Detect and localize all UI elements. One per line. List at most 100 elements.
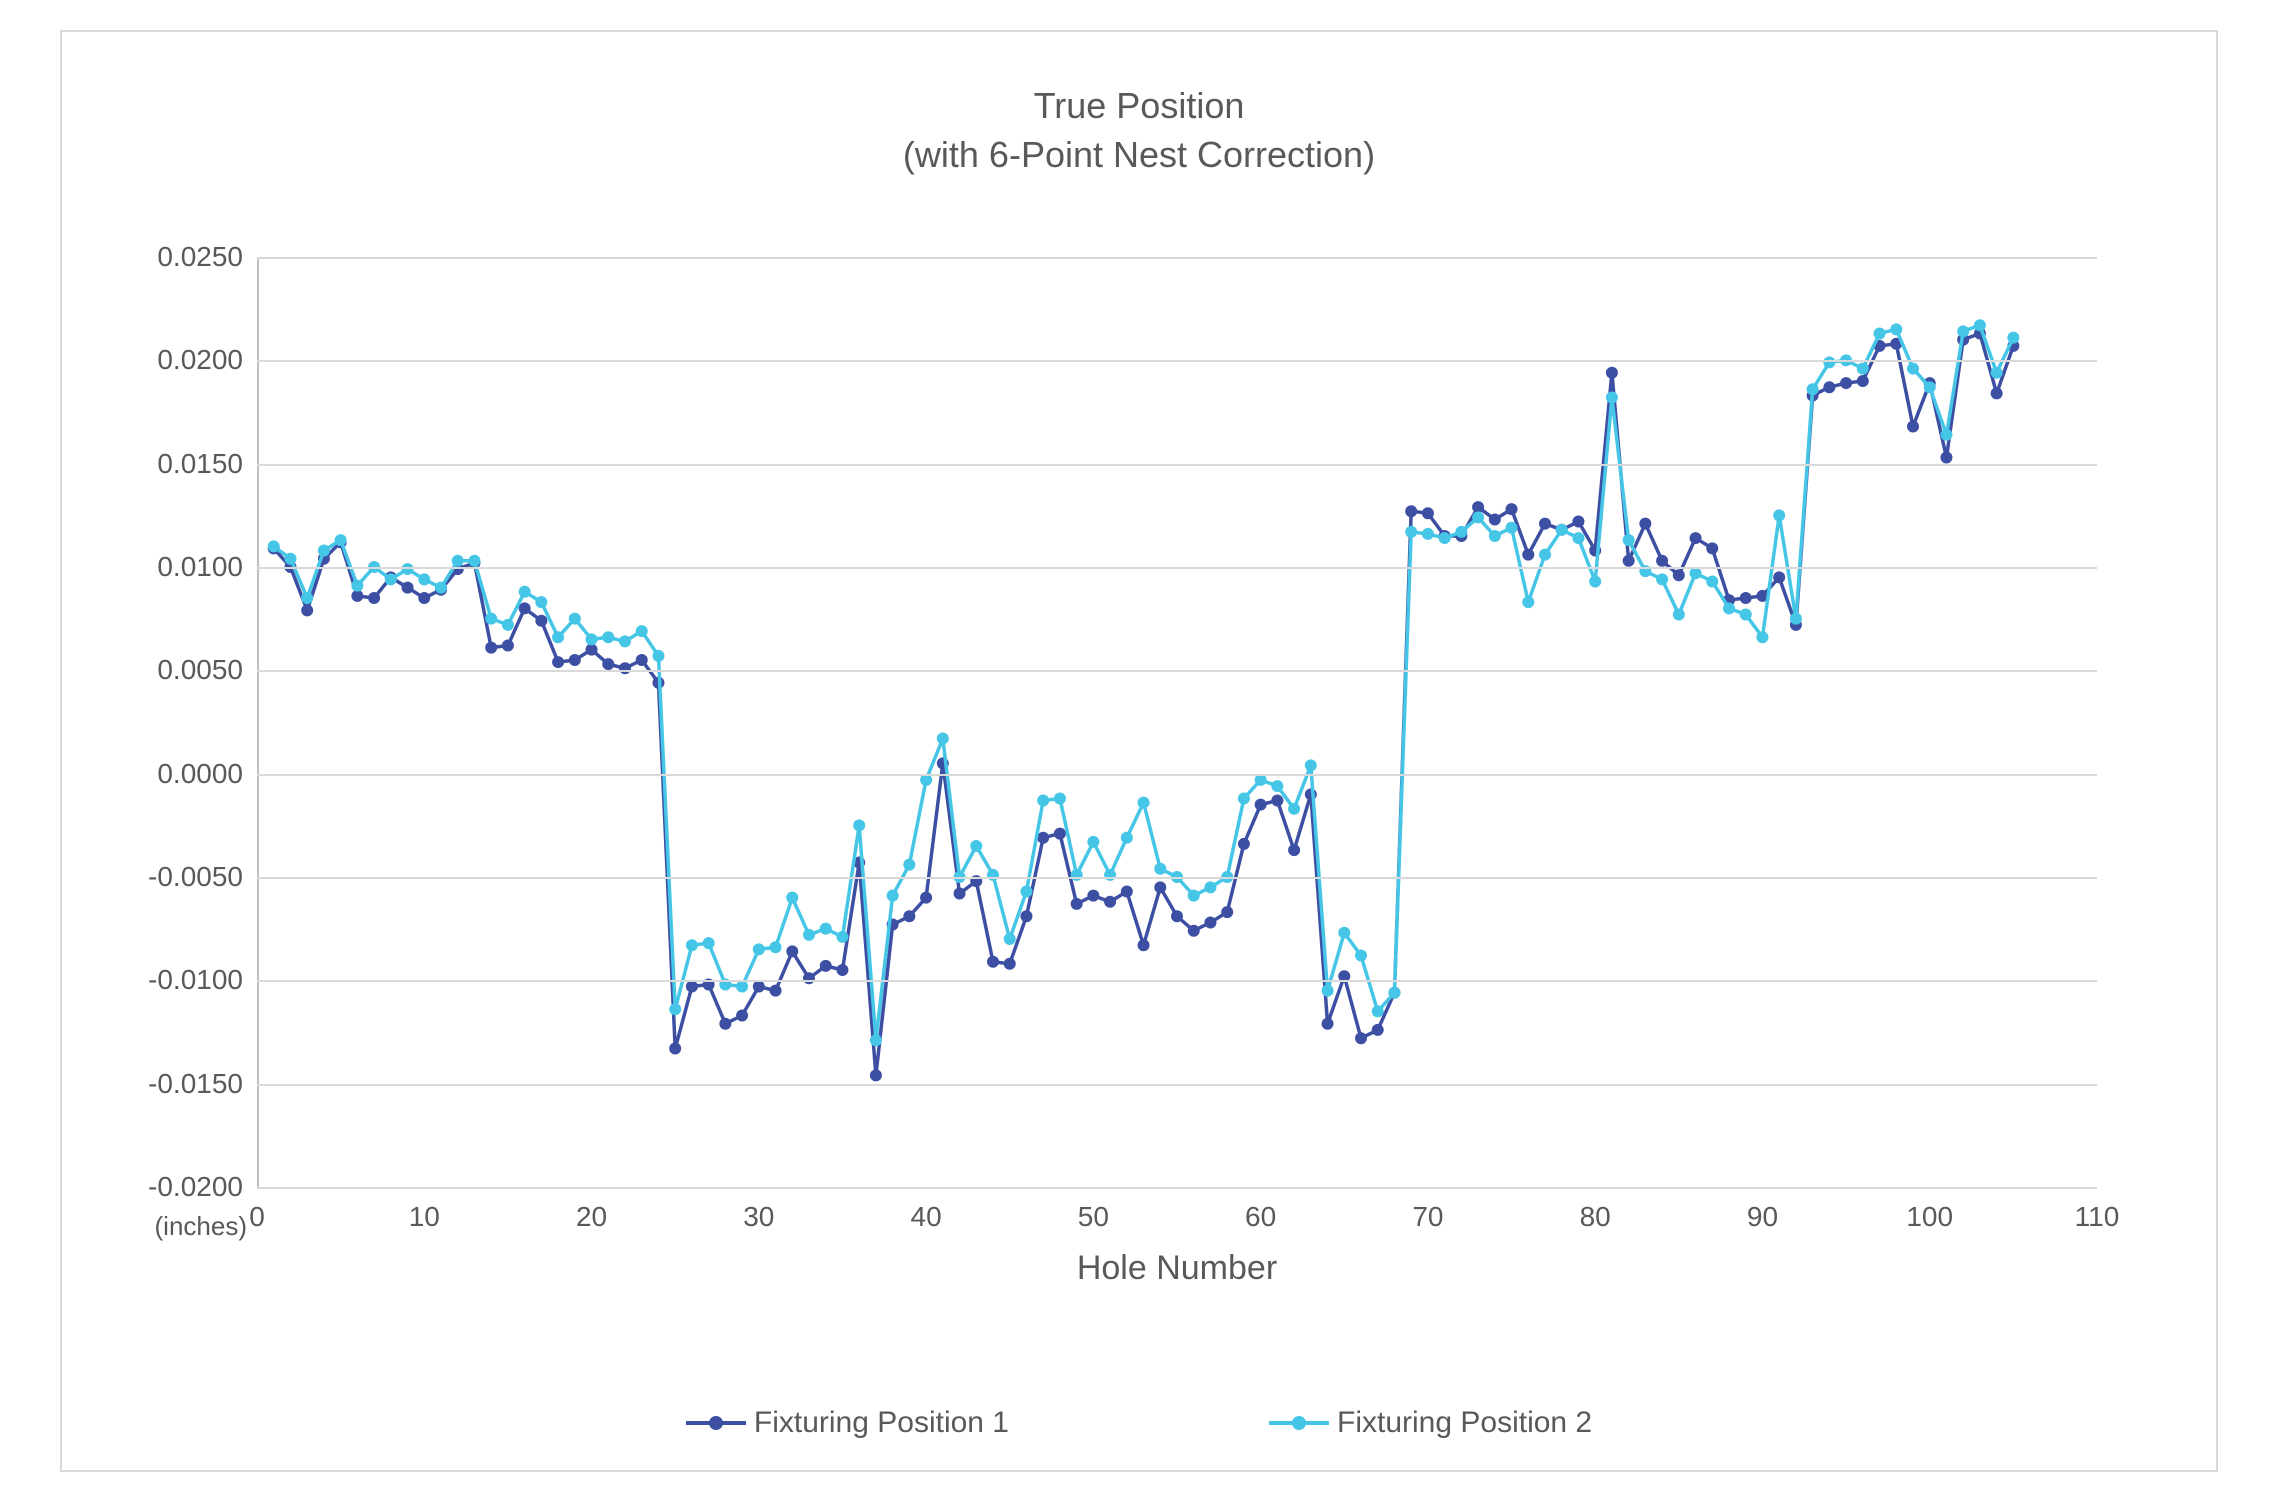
series-marker — [1639, 518, 1651, 530]
legend-dot-icon — [709, 1416, 723, 1430]
series-marker — [2007, 332, 2019, 344]
series-marker — [1773, 571, 1785, 583]
series-marker — [836, 931, 848, 943]
series-marker — [636, 654, 648, 666]
series-marker — [586, 644, 598, 656]
gridline — [257, 1084, 2097, 1086]
series-marker — [569, 654, 581, 666]
series-marker — [987, 869, 999, 881]
series-marker — [1355, 950, 1367, 962]
series-marker — [1773, 509, 1785, 521]
x-tick-label: 100 — [1906, 1201, 1953, 1233]
series-marker — [652, 650, 664, 662]
series-marker — [284, 553, 296, 565]
series-marker — [1455, 526, 1467, 538]
legend-item-series-2: Fixturing Position 2 — [1269, 1406, 1592, 1440]
series-marker — [1288, 844, 1300, 856]
series-marker — [452, 555, 464, 567]
series-marker — [1940, 429, 1952, 441]
series-marker — [1907, 420, 1919, 432]
gridline — [257, 567, 2097, 569]
x-tick-label: 70 — [1412, 1201, 1443, 1233]
series-marker — [970, 840, 982, 852]
series-marker — [1673, 609, 1685, 621]
series-marker — [1422, 528, 1434, 540]
series-marker — [870, 1034, 882, 1046]
series-marker — [820, 960, 832, 972]
series-marker — [1974, 319, 1986, 331]
gridline — [257, 257, 2097, 259]
series-marker — [468, 555, 480, 567]
series-marker — [519, 602, 531, 614]
series-marker — [1857, 375, 1869, 387]
series-marker — [736, 1009, 748, 1021]
gridline — [257, 464, 2097, 466]
y-tick-label: -0.0150 — [148, 1068, 243, 1100]
series-marker — [1104, 869, 1116, 881]
x-tick-label: 0 — [249, 1201, 265, 1233]
series-marker — [1255, 774, 1267, 786]
series-marker — [1522, 596, 1534, 608]
y-tick-label: 0.0050 — [157, 654, 243, 686]
series-marker — [485, 642, 497, 654]
series-marker — [1706, 575, 1718, 587]
series-marker — [1807, 383, 1819, 395]
series-marker — [1556, 524, 1568, 536]
series-marker — [1188, 890, 1200, 902]
series-marker — [1104, 896, 1116, 908]
series-marker — [268, 540, 280, 552]
series-marker — [1740, 592, 1752, 604]
legend-dot-icon — [1292, 1416, 1306, 1430]
series-marker — [1004, 958, 1016, 970]
series-marker — [1037, 795, 1049, 807]
series-marker — [1188, 925, 1200, 937]
series-marker — [402, 582, 414, 594]
series-marker — [1422, 507, 1434, 519]
series-marker — [301, 604, 313, 616]
series-marker — [1506, 503, 1518, 515]
series-marker — [1790, 613, 1802, 625]
series-marker — [903, 859, 915, 871]
series-marker — [1907, 363, 1919, 375]
series-marker — [686, 981, 698, 993]
series-marker — [669, 1043, 681, 1055]
series-marker — [1372, 1024, 1384, 1036]
series-marker — [669, 1003, 681, 1015]
x-tick-label: 20 — [576, 1201, 607, 1233]
y-tick-label: 0.0250 — [157, 241, 243, 273]
chart-frame: True Position (with 6-Point Nest Correct… — [60, 30, 2218, 1472]
series-marker — [1121, 885, 1133, 897]
series-marker — [1539, 518, 1551, 530]
series-marker — [1506, 522, 1518, 534]
series-marker — [1823, 356, 1835, 368]
series-marker — [786, 945, 798, 957]
series-marker — [1405, 505, 1417, 517]
series-marker — [1338, 927, 1350, 939]
series-marker — [1623, 534, 1635, 546]
series-marker — [1255, 799, 1267, 811]
series-marker — [1004, 933, 1016, 945]
x-tick-label: 90 — [1747, 1201, 1778, 1233]
series-marker — [820, 923, 832, 935]
series-marker — [1171, 910, 1183, 922]
series-marker — [1238, 838, 1250, 850]
series-marker — [1322, 1018, 1334, 1030]
series-marker — [335, 534, 347, 546]
series-marker — [1823, 381, 1835, 393]
gridline — [257, 774, 2097, 776]
series-marker — [351, 580, 363, 592]
series-marker — [1355, 1032, 1367, 1044]
y-tick-label: 0.0150 — [157, 448, 243, 480]
plot-area: Hole Number -0.0200-0.0150-0.0100-0.0050… — [257, 257, 2097, 1187]
series-marker — [552, 631, 564, 643]
series-marker — [385, 573, 397, 585]
series-marker — [1957, 325, 1969, 337]
series-marker — [1221, 906, 1233, 918]
series-marker — [719, 1018, 731, 1030]
gridline — [257, 360, 2097, 362]
series-marker — [418, 592, 430, 604]
chart-svg — [257, 257, 2097, 1187]
series-marker — [920, 892, 932, 904]
series-marker — [1238, 792, 1250, 804]
series-marker — [1388, 987, 1400, 999]
